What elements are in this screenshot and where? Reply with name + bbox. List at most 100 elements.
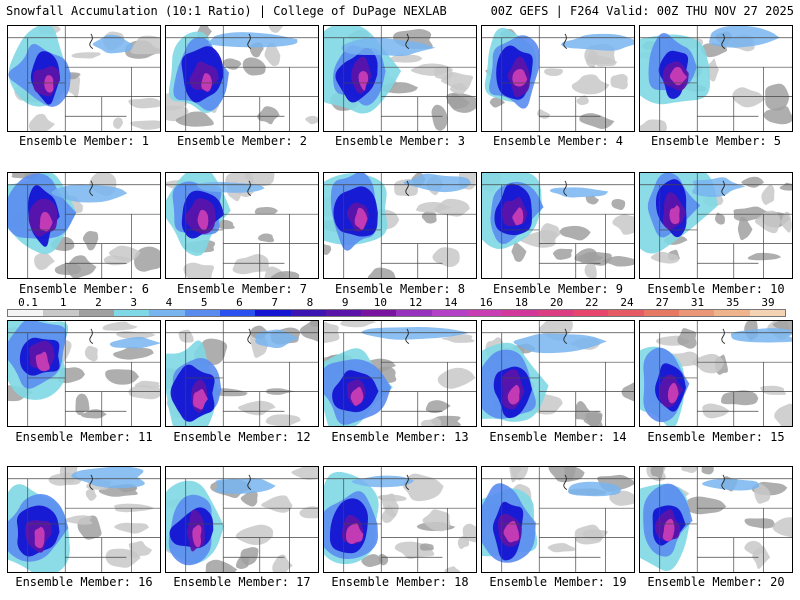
colorbar-tick-label: 10: [373, 296, 387, 309]
ensemble-member-caption: Ensemble Member: 11: [15, 430, 153, 444]
colorbar-swatch: [396, 310, 432, 316]
colorbar-swatch: [290, 310, 326, 316]
ensemble-member-caption: Ensemble Member: 19: [489, 575, 627, 589]
colorbar-swatch: [43, 310, 79, 316]
colorbar-tick-label: 31: [690, 296, 705, 309]
colorbar-swatch: [502, 310, 538, 316]
ensemble-member-caption: Ensemble Member: 1: [18, 134, 150, 148]
colorbar-swatch: [573, 310, 609, 316]
ensemble-member-caption: Ensemble Member: 10: [647, 282, 785, 296]
ensemble-member-caption: Ensemble Member: 15: [647, 430, 785, 444]
snowfall-colorbar: [7, 309, 786, 317]
snowfall-field: [640, 173, 792, 278]
colorbar-swatch: [467, 310, 503, 316]
ensemble-member-map: [165, 466, 319, 573]
snowfall-field: [324, 173, 476, 278]
ensemble-member-caption: Ensemble Member: 6: [18, 282, 150, 296]
ensemble-member-map: [7, 172, 161, 279]
ensemble-member-map: [481, 466, 635, 573]
ensemble-member-caption: Ensemble Member: 4: [492, 134, 624, 148]
snowfall-field: [166, 321, 318, 426]
ensemble-member-map: [165, 172, 319, 279]
colorbar-tick-label: 14: [444, 296, 458, 309]
colorbar-tick-label: 6: [236, 296, 243, 309]
header-title: Snowfall Accumulation (10:1 Ratio) | Col…: [6, 4, 447, 18]
ensemble-member-caption: Ensemble Member: 14: [489, 430, 627, 444]
snowfall-field: [324, 467, 476, 572]
colorbar-tick-label: 7: [271, 296, 278, 309]
ensemble-member-caption: Ensemble Member: 5: [650, 134, 782, 148]
colorbar-swatch: [184, 310, 220, 316]
snowfall-field: [482, 467, 634, 572]
colorbar-tick-label: 22: [585, 296, 599, 309]
snowfall-field: [8, 26, 160, 131]
colorbar-swatch: [537, 310, 573, 316]
colorbar-tick-label: 8: [306, 296, 314, 309]
snowfall-field: [166, 173, 318, 278]
snowfall-field: [324, 321, 476, 426]
colorbar-tick-label: 12: [408, 296, 423, 309]
ensemble-member-map: [639, 320, 793, 427]
colorbar-tick-label: 5: [200, 296, 208, 309]
snowfall-field: [166, 26, 318, 131]
colorbar-tick-label: 2: [95, 296, 102, 309]
ensemble-member-caption: Ensemble Member: 8: [334, 282, 466, 296]
colorbar-swatch: [608, 310, 644, 316]
snowfall-field: [482, 173, 634, 278]
ensemble-member-caption: Ensemble Member: 16: [15, 575, 153, 589]
colorbar-swatch: [431, 310, 468, 316]
colorbar-swatch: [219, 310, 256, 316]
ensemble-member-map: [7, 466, 161, 573]
ensemble-member-caption: Ensemble Member: 18: [331, 575, 469, 589]
ensemble-member-map: [165, 25, 319, 132]
colorbar-tick-label: 20: [549, 296, 564, 309]
ensemble-member-caption: Ensemble Member: 13: [331, 430, 469, 444]
ensemble-member-map: [481, 320, 635, 427]
colorbar-tick-label: 4: [165, 296, 173, 309]
colorbar-tick-label: 3: [130, 296, 138, 309]
ensemble-member-caption: Ensemble Member: 7: [176, 282, 308, 296]
colorbar-tick-label: 27: [655, 296, 669, 309]
colorbar-swatch: [113, 310, 150, 316]
snowfall-field: [482, 26, 634, 131]
snowfall-field: [324, 26, 476, 131]
ensemble-member-map: [639, 172, 793, 279]
snowfall-field: [482, 321, 634, 426]
colorbar-tick-label: 39: [761, 296, 775, 309]
colorbar-swatch: [714, 310, 750, 316]
colorbar-tick-label: 1: [59, 296, 67, 309]
colorbar-tick-label: 18: [514, 296, 528, 309]
snowfall-field: [640, 321, 792, 426]
colorbar-tick-label: 9: [341, 296, 349, 309]
colorbar-tick-label: 0.1: [18, 296, 38, 309]
colorbar-swatch: [749, 310, 785, 316]
ensemble-member-caption: Ensemble Member: 12: [173, 430, 311, 444]
colorbar-swatch: [149, 310, 185, 316]
ensemble-member-map: [481, 172, 635, 279]
ensemble-member-map: [165, 320, 319, 427]
snowfall-field: [8, 173, 160, 278]
ensemble-member-caption: Ensemble Member: 20: [647, 575, 785, 589]
snowfall-field: [640, 26, 792, 131]
snowfall-field: [8, 321, 160, 426]
ensemble-member-caption: Ensemble Member: 9: [492, 282, 624, 296]
colorbar-swatch: [361, 310, 397, 316]
ensemble-member-map: [639, 466, 793, 573]
ensemble-member-map: [481, 25, 635, 132]
ensemble-member-map: [323, 172, 477, 279]
colorbar-tick-label: 16: [479, 296, 493, 309]
header-run-info: 00Z GEFS | F264 Valid: 00Z THU NOV 27 20…: [490, 4, 794, 18]
ensemble-member-caption: Ensemble Member: 2: [176, 134, 308, 148]
colorbar-swatch: [678, 310, 715, 316]
colorbar-swatch: [78, 310, 114, 316]
colorbar-swatch: [255, 310, 291, 316]
ensemble-member-map: [639, 25, 793, 132]
snowfall-field: [8, 467, 160, 572]
ensemble-member-map: [7, 25, 161, 132]
snowfall-field: [166, 467, 318, 572]
ensemble-member-map: [323, 25, 477, 132]
ensemble-member-map: [323, 466, 477, 573]
ensemble-member-map: [7, 320, 161, 427]
snowfall-field: [640, 467, 792, 572]
colorbar-tick-label: 24: [620, 296, 634, 309]
